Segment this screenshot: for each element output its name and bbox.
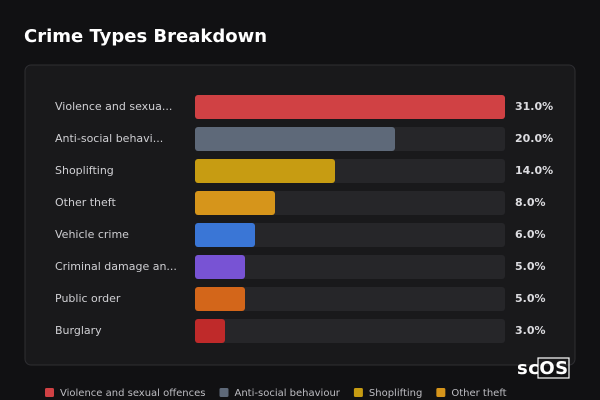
category-label: Criminal damage an... — [55, 260, 177, 273]
bar — [195, 95, 505, 119]
category-label: Public order — [55, 292, 121, 305]
value-label: 14.0% — [515, 164, 553, 177]
value-label: 5.0% — [515, 292, 546, 305]
value-label: 3.0% — [515, 324, 546, 337]
bar — [195, 127, 395, 151]
legend-label: Other theft — [451, 388, 506, 399]
value-label: 20.0% — [515, 132, 553, 145]
bar-track — [195, 255, 505, 279]
category-label: Vehicle crime — [55, 228, 129, 241]
category-label: Shoplifting — [55, 164, 114, 177]
bar — [195, 159, 335, 183]
bar — [195, 287, 245, 311]
category-label: Other theft — [55, 196, 116, 209]
value-label: 6.0% — [515, 228, 546, 241]
legend-swatch — [219, 388, 229, 397]
category-label: Burglary — [55, 324, 102, 337]
legend-swatch — [45, 388, 54, 397]
legend-label: Anti-social behaviour — [235, 388, 341, 399]
bar — [195, 255, 245, 279]
bar — [195, 319, 225, 343]
legend-label: Shoplifting — [369, 388, 422, 399]
bar — [195, 223, 255, 247]
value-label: 5.0% — [515, 260, 546, 273]
category-label: Violence and sexua... — [55, 100, 172, 113]
bar — [195, 191, 275, 215]
bar-track — [195, 287, 505, 311]
chart-title: Crime Types Breakdown — [24, 26, 267, 47]
legend-label: Violence and sexual offences — [60, 388, 206, 399]
value-label: 31.0% — [515, 100, 553, 113]
watermark-box — [537, 357, 570, 379]
category-label: Anti-social behavi... — [55, 132, 163, 145]
value-label: 8.0% — [515, 196, 546, 209]
watermark: scOS — [517, 358, 569, 379]
bar-track — [195, 223, 505, 247]
legend-swatch — [436, 388, 446, 397]
legend-swatch — [353, 388, 363, 397]
bar-track — [195, 319, 505, 343]
